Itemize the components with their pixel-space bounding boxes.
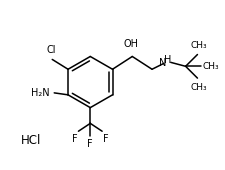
Text: CH₃: CH₃	[202, 62, 218, 71]
Text: CH₃: CH₃	[189, 41, 206, 50]
Text: N: N	[158, 58, 166, 68]
Text: H₂N: H₂N	[31, 88, 49, 98]
Text: F: F	[71, 134, 77, 144]
Text: HCl: HCl	[21, 134, 41, 147]
Text: CH₃: CH₃	[189, 83, 206, 92]
Text: OH: OH	[123, 39, 138, 49]
Text: F: F	[87, 139, 93, 149]
Text: H: H	[163, 55, 171, 65]
Text: Cl: Cl	[46, 45, 56, 55]
Text: F: F	[103, 134, 108, 144]
